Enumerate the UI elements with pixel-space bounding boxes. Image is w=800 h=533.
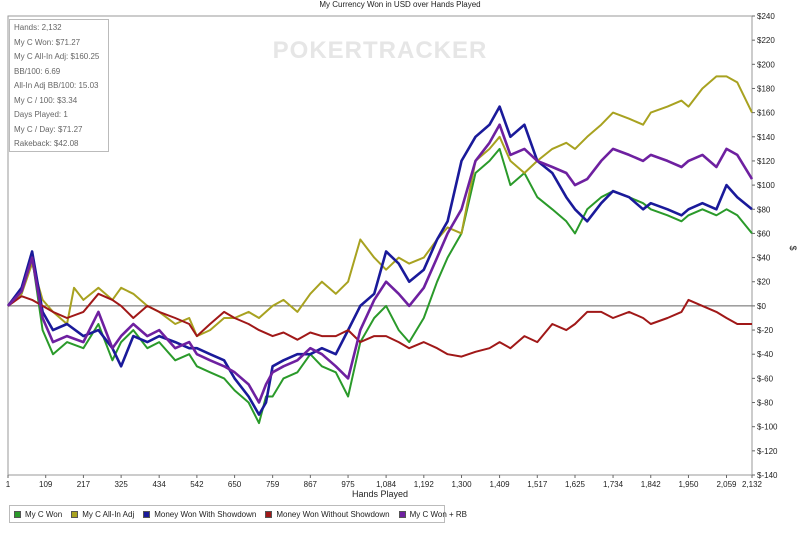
x-tick-label: 867 bbox=[304, 480, 318, 489]
y-tick-label: $20 bbox=[757, 278, 771, 287]
x-tick-label: 1,842 bbox=[641, 480, 662, 489]
legend-item: Money Won With Showdown bbox=[143, 510, 256, 519]
legend-item: My C Won + RB bbox=[398, 509, 468, 519]
y-tick-label: $200 bbox=[757, 60, 775, 69]
x-tick-label: 1,950 bbox=[678, 480, 699, 489]
x-tick-label: 1,734 bbox=[603, 480, 624, 489]
x-tick-label: 1,517 bbox=[527, 480, 548, 489]
y-tick-label: $-120 bbox=[757, 447, 778, 456]
stats-line: My C All-In Adj: $160.25 bbox=[14, 52, 100, 61]
x-tick-label: 325 bbox=[114, 480, 128, 489]
y-tick-label: $-20 bbox=[757, 326, 774, 335]
y-tick-label: $180 bbox=[757, 84, 775, 93]
x-tick-label: 109 bbox=[39, 480, 53, 489]
stats-line: My C / Day: $71.27 bbox=[14, 124, 83, 134]
x-tick-label: 759 bbox=[266, 480, 280, 489]
x-tick-label: 1,300 bbox=[452, 480, 473, 489]
y-tick-label: $0 bbox=[757, 302, 766, 311]
stats-line: Rakeback: $42.08 bbox=[14, 139, 79, 148]
x-tick-label: 975 bbox=[341, 480, 355, 489]
legend-swatch bbox=[398, 510, 406, 518]
legend-label: My C All-In Adj bbox=[82, 509, 135, 519]
y-tick-label: $160 bbox=[757, 109, 775, 118]
x-tick-label: 1,192 bbox=[414, 480, 435, 489]
x-axis-title: Hands Played bbox=[352, 489, 408, 499]
x-tick-label: 1 bbox=[6, 480, 11, 489]
x-tick-label: 650 bbox=[228, 480, 242, 489]
stats-line: All-In Adj BB/100: 15.03 bbox=[14, 81, 99, 90]
y-axis-ticks: $-140 $-120 $-100 $-80 $-60 $-40 $-20 $0 $20 $40 $… bbox=[752, 12, 778, 480]
chart-title: My Currency Won in USD over Hands Played bbox=[319, 0, 480, 9]
x-tick-label: 1,409 bbox=[490, 480, 511, 489]
series-line-money-won-with-showdown bbox=[6, 105, 753, 416]
legend-swatch bbox=[14, 510, 21, 518]
stats-line: My C / 100: $3.34 bbox=[14, 95, 78, 105]
plot-area-frame bbox=[7, 15, 753, 476]
x-tick-label: 1,084 bbox=[376, 480, 397, 489]
y-tick-label: $220 bbox=[757, 36, 775, 45]
y-tick-label: $140 bbox=[757, 133, 775, 142]
legend-item: My C Won bbox=[14, 510, 62, 519]
stats-summary-box: Hands: 2,132 My C Won: $71.27 My C All-In … bbox=[9, 19, 109, 152]
series-line-money-won-without-showdown bbox=[7, 292, 752, 358]
series-line-my-c-won-rb bbox=[7, 123, 754, 404]
y-tick-label: $60 bbox=[757, 229, 771, 238]
legend-item: My C All-In Adj bbox=[71, 510, 134, 519]
y-axis-title: $ bbox=[788, 245, 798, 250]
chart-legend: My C Won My C All-In Adj Money Won With Sh… bbox=[9, 505, 467, 523]
series-line-my-c-all-in-adj bbox=[7, 75, 753, 338]
y-tick-label: $80 bbox=[757, 205, 771, 214]
series-line-my-c-won bbox=[7, 147, 753, 425]
x-tick-label: 1,625 bbox=[565, 480, 586, 489]
legend-label: My C Won + RB bbox=[409, 509, 468, 519]
stats-line: BB/100: 6.69 bbox=[14, 66, 61, 76]
x-tick-label: 434 bbox=[152, 480, 166, 489]
y-tick-label: $-140 bbox=[757, 471, 778, 480]
legend-swatch bbox=[143, 510, 151, 518]
y-tick-label: $-100 bbox=[757, 423, 778, 432]
stats-line: Days Played: 1 bbox=[14, 110, 68, 119]
legend-label: My C Won bbox=[25, 509, 63, 519]
x-tick-label: 542 bbox=[190, 480, 204, 489]
legend-label: Money Won With Showdown bbox=[154, 509, 257, 519]
stats-line: My C Won: $71.27 bbox=[14, 37, 81, 47]
x-axis-ticks: 1 109 217 325 434 542 650 759 867 975 1,084 1,192 1,… bbox=[6, 475, 763, 489]
x-tick-label: 217 bbox=[77, 480, 91, 489]
y-tick-label: $240 bbox=[757, 12, 775, 21]
legend-swatch bbox=[71, 510, 79, 518]
x-tick-label: 2,059 bbox=[716, 480, 737, 489]
y-tick-label: $100 bbox=[757, 181, 775, 190]
y-tick-label: $-60 bbox=[757, 374, 774, 383]
y-tick-label: $-40 bbox=[757, 350, 774, 359]
legend-label: Money Won Without Showdown bbox=[276, 509, 390, 519]
x-tick-label: 2,132 bbox=[742, 480, 763, 489]
series-lines bbox=[6, 75, 754, 425]
watermark-text: POKERTRACKER bbox=[273, 37, 488, 64]
stats-line: Hands: 2,132 bbox=[14, 23, 62, 32]
y-tick-label: $120 bbox=[757, 157, 775, 166]
y-tick-label: $40 bbox=[757, 254, 771, 263]
y-tick-label: $-80 bbox=[757, 399, 774, 408]
legend-item: Money Won Without Showdown bbox=[265, 509, 390, 519]
legend-swatch bbox=[265, 510, 273, 518]
